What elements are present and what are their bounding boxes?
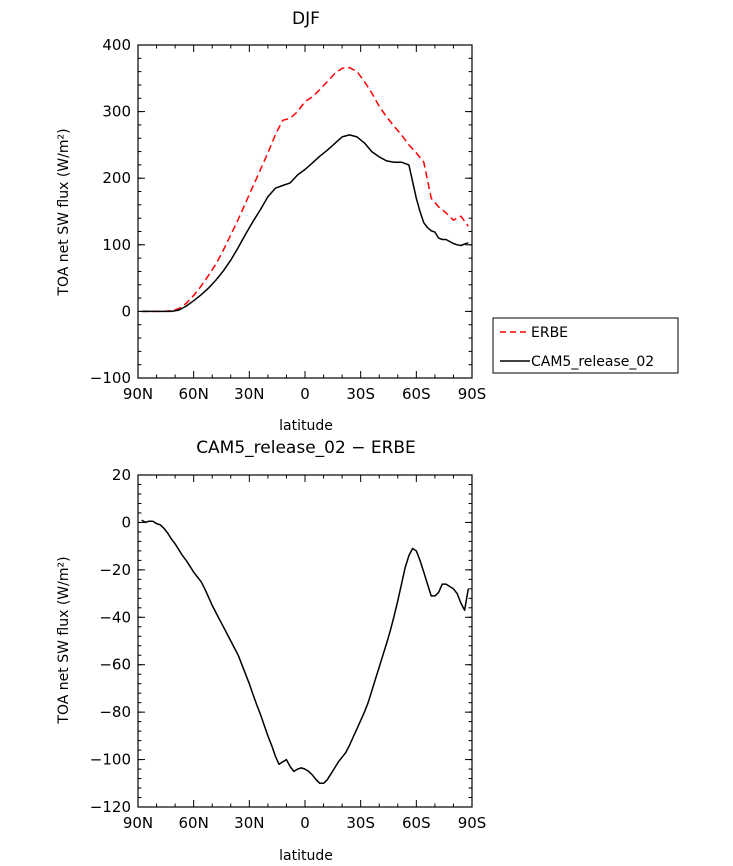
top-plot-frame (137, 44, 473, 379)
bottom-x-tick-label: 60S (402, 814, 431, 832)
top-x-tick-label: 0 (300, 385, 310, 403)
legend: ERBE CAM5_release_02 (492, 317, 679, 374)
top-chart-title: DJF (292, 9, 320, 29)
bottom-series-line-cam5-release-02-erbe (141, 519, 470, 785)
top-y-tick-label: 400 (102, 36, 131, 54)
bottom-y-tick-label: −40 (99, 608, 131, 626)
top-x-tick-label: 90N (123, 385, 153, 403)
top-series-line-cam5-release-02 (141, 134, 469, 313)
top-x-tick-label: 30S (346, 385, 375, 403)
bottom-y-tick-label: −80 (99, 703, 131, 721)
bottom-x-tick-label: 90S (458, 814, 487, 832)
top-y-tick-label: 100 (102, 236, 131, 254)
top-x-axis-label: latitude (279, 418, 333, 434)
bottom-y-tick-label: −20 (99, 561, 131, 579)
bottom-plot-frame (137, 474, 473, 808)
bottom-x-tick-label: 90N (123, 814, 153, 832)
bottom-y-tick-label: 0 (121, 513, 131, 531)
bottom-y-tick-label: −120 (90, 798, 131, 816)
top-series-line-erbe (141, 66, 469, 313)
bottom-y-tick-label: −60 (99, 656, 131, 674)
top-y-axis-label: TOA net SW flux (W/m²) (56, 128, 72, 296)
bottom-y-tick-label: −100 (90, 751, 131, 769)
legend-box (492, 317, 679, 374)
bottom-plot-area: 90N 60N 30N 0 30S 60S 90S −120 −100 −80 −60 −40 −20 0… (90, 466, 487, 832)
panel-bottom: CAM5_release_02 − ERBE 90N 60N 30N 0 30S 60S 9… (56, 438, 486, 864)
bottom-y-axis-label: TOA net SW flux (W/m²) (56, 556, 72, 724)
top-x-tick-label: 30N (234, 385, 264, 403)
bottom-x-tick-label: 30S (346, 814, 375, 832)
bottom-x-tick-label: 30N (234, 814, 264, 832)
legend-label-cam5: CAM5_release_02 (531, 354, 654, 370)
top-x-tick-label: 90S (458, 385, 487, 403)
legend-label-erbe: ERBE (531, 325, 568, 341)
top-y-tick-label: 0 (121, 302, 131, 320)
bottom-x-tick-label: 60N (179, 814, 209, 832)
top-y-tick-label: 300 (102, 103, 131, 121)
top-y-tick-label: 200 (102, 169, 131, 187)
top-x-tick-label: 60N (179, 385, 209, 403)
top-plot-area: 90N 60N 30N 0 30S 60S 90S −100 0 100 200 300 400 (90, 36, 487, 403)
top-x-tick-label: 60S (402, 385, 431, 403)
bottom-y-tick-label: 20 (112, 466, 131, 484)
bottom-chart-title: CAM5_release_02 − ERBE (196, 438, 416, 458)
panel-top: DJF 90N 60N 30N 0 30S 60S 90S −100 0 100 200 300 400… (56, 9, 679, 434)
bottom-x-axis-label: latitude (279, 848, 333, 864)
bottom-x-tick-label: 0 (300, 814, 310, 832)
top-y-tick-label: −100 (90, 369, 131, 387)
